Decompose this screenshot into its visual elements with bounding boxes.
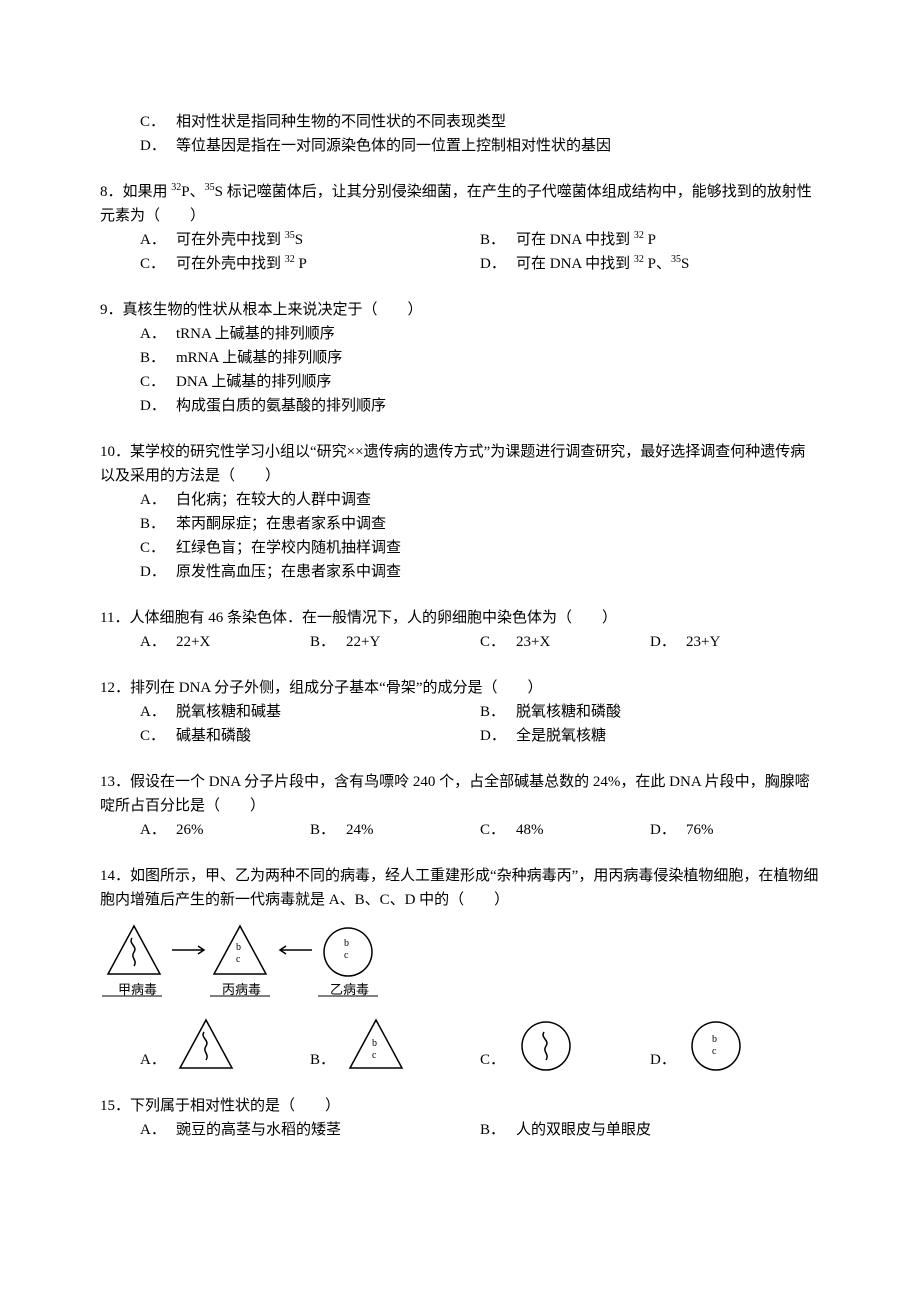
label-bing: 丙病毒 <box>222 982 261 997</box>
options: A．26% B．24% C．48% D．76% <box>100 818 820 842</box>
question-stem: 11．人体细胞有 46 条染色体．在一般情况下，人的卵细胞中染色体为（ ） <box>100 606 820 630</box>
option-b: B． bc <box>310 1016 480 1072</box>
options: A． B． bc C． D． bc <box>100 1016 820 1072</box>
svg-text:c: c <box>712 1046 717 1057</box>
virus-d-icon: bc <box>686 1016 746 1072</box>
label-yi: 乙病毒 <box>330 982 369 997</box>
option-text: 等位基因是指在一对同源染色体的同一位置上控制相对性状的基因 <box>176 134 611 158</box>
svg-text:c: c <box>372 1050 377 1061</box>
option-c: C．相对性状是指同种生物的不同性状的不同表现类型 <box>100 110 820 134</box>
option-a: A．豌豆的高茎与水稻的矮茎 <box>140 1118 480 1142</box>
virus-diagram: b c b c 甲病毒 丙病毒 乙病毒 <box>100 920 820 1008</box>
question-13: 13．假设在一个 DNA 分子片段中，含有鸟嘌呤 240 个，占全部碱基总数的 … <box>100 770 820 842</box>
label-jia: 甲病毒 <box>118 982 157 997</box>
option-b: B．24% <box>310 818 480 842</box>
option-b: B．可在 DNA 中找到 32 P <box>480 228 820 252</box>
option-b: B．人的双眼皮与单眼皮 <box>480 1118 820 1142</box>
question-stem: 15．下列属于相对性状的是（ ） <box>100 1094 820 1118</box>
question-8: 8．如果用 32P、35S 标记噬菌体后，让其分别侵染细菌，在产生的子代噬菌体组… <box>100 180 820 276</box>
option-b: B．mRNA 上碱基的排列顺序 <box>100 346 820 370</box>
virus-c-icon <box>516 1016 576 1072</box>
question-14: 14．如图所示，甲、乙为两种不同的病毒，经人工重建形成“杂种病毒丙”，用丙病毒侵… <box>100 864 820 1072</box>
option-label: D． <box>140 134 176 158</box>
option-d: D．可在 DNA 中找到 32 P、35S <box>480 252 820 276</box>
option-d: D．23+Y <box>650 630 820 654</box>
question-7-partial: C．相对性状是指同种生物的不同性状的不同表现类型 D．等位基因是指在一对同源染色… <box>100 110 820 158</box>
option-a: A．tRNA 上碱基的排列顺序 <box>100 322 820 346</box>
option-a: A．白化病；在较大的人群中调查 <box>100 488 820 512</box>
option-a: A．22+X <box>140 630 310 654</box>
question-15: 15．下列属于相对性状的是（ ） A．豌豆的高茎与水稻的矮茎 B．人的双眼皮与单… <box>100 1094 820 1142</box>
option-c: C． <box>480 1016 650 1072</box>
option-d: D． bc <box>650 1016 820 1072</box>
question-stem: 12．排列在 DNA 分子外侧，组成分子基本“骨架”的成分是（ ） <box>100 676 820 700</box>
option-c: C．可在外壳中找到 32 P <box>140 252 480 276</box>
option-c: C．碱基和磷酸 <box>140 724 480 748</box>
options: A．豌豆的高茎与水稻的矮茎 B．人的双眼皮与单眼皮 <box>100 1118 820 1142</box>
option-d: D．等位基因是指在一对同源染色体的同一位置上控制相对性状的基因 <box>100 134 820 158</box>
svg-text:c: c <box>344 950 349 961</box>
option-d: D．全是脱氧核糖 <box>480 724 820 748</box>
option-c: C．DNA 上碱基的排列顺序 <box>100 370 820 394</box>
option-c: C．48% <box>480 818 650 842</box>
question-stem: 10．某学校的研究性学习小组以“研究××遗传病的遗传方式”为课题进行调查研究，最… <box>100 440 820 488</box>
option-b: B．脱氧核糖和磷酸 <box>480 700 820 724</box>
svg-text:b: b <box>712 1034 717 1045</box>
question-10: 10．某学校的研究性学习小组以“研究××遗传病的遗传方式”为课题进行调查研究，最… <box>100 440 820 584</box>
svg-text:b: b <box>344 938 349 949</box>
question-stem: 9．真核生物的性状从根本上来说决定于（ ） <box>100 298 820 322</box>
svg-text:b: b <box>372 1038 377 1049</box>
svg-text:b: b <box>236 942 241 953</box>
option-label: C． <box>140 110 176 134</box>
option-a: A．脱氧核糖和碱基 <box>140 700 480 724</box>
question-12: 12．排列在 DNA 分子外侧，组成分子基本“骨架”的成分是（ ） A．脱氧核糖… <box>100 676 820 748</box>
option-c: C．23+X <box>480 630 650 654</box>
option-c: C．红绿色盲；在学校内随机抽样调查 <box>100 536 820 560</box>
option-a: A． <box>140 1016 310 1072</box>
question-stem: 14．如图所示，甲、乙为两种不同的病毒，经人工重建形成“杂种病毒丙”，用丙病毒侵… <box>100 864 820 912</box>
options: A．可在外壳中找到 35S B．可在 DNA 中找到 32 P C．可在外壳中找… <box>100 228 820 276</box>
question-11: 11．人体细胞有 46 条染色体．在一般情况下，人的卵细胞中染色体为（ ） A．… <box>100 606 820 654</box>
option-a: A．可在外壳中找到 35S <box>140 228 480 252</box>
option-text: 相对性状是指同种生物的不同性状的不同表现类型 <box>176 110 506 134</box>
option-d: D．原发性高血压；在患者家系中调查 <box>100 560 820 584</box>
svg-text:c: c <box>236 954 241 965</box>
virus-row-icon: b c b c 甲病毒 丙病毒 乙病毒 <box>100 920 380 1000</box>
option-b: B．苯丙酮尿症；在患者家系中调查 <box>100 512 820 536</box>
options: A．脱氧核糖和碱基 B．脱氧核糖和磷酸 C．碱基和磷酸 D．全是脱氧核糖 <box>100 700 820 748</box>
option-d: D．构成蛋白质的氨基酸的排列顺序 <box>100 394 820 418</box>
virus-b-icon: bc <box>346 1016 406 1072</box>
question-stem: 8．如果用 32P、35S 标记噬菌体后，让其分别侵染细菌，在产生的子代噬菌体组… <box>100 180 820 228</box>
option-a: A．26% <box>140 818 310 842</box>
option-d: D．76% <box>650 818 820 842</box>
option-b: B．22+Y <box>310 630 480 654</box>
question-stem: 13．假设在一个 DNA 分子片段中，含有鸟嘌呤 240 个，占全部碱基总数的 … <box>100 770 820 818</box>
question-9: 9．真核生物的性状从根本上来说决定于（ ） A．tRNA 上碱基的排列顺序 B．… <box>100 298 820 418</box>
options: A．22+X B．22+Y C．23+X D．23+Y <box>100 630 820 654</box>
virus-a-icon <box>176 1016 236 1072</box>
